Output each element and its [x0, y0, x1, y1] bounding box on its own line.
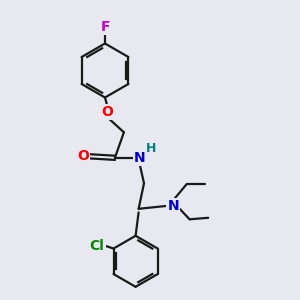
- Text: O: O: [77, 149, 89, 163]
- Text: H: H: [146, 142, 156, 155]
- Text: F: F: [100, 20, 110, 34]
- Text: Cl: Cl: [90, 238, 104, 253]
- Text: N: N: [167, 199, 179, 213]
- Text: O: O: [101, 105, 113, 119]
- Text: N: N: [134, 151, 145, 165]
